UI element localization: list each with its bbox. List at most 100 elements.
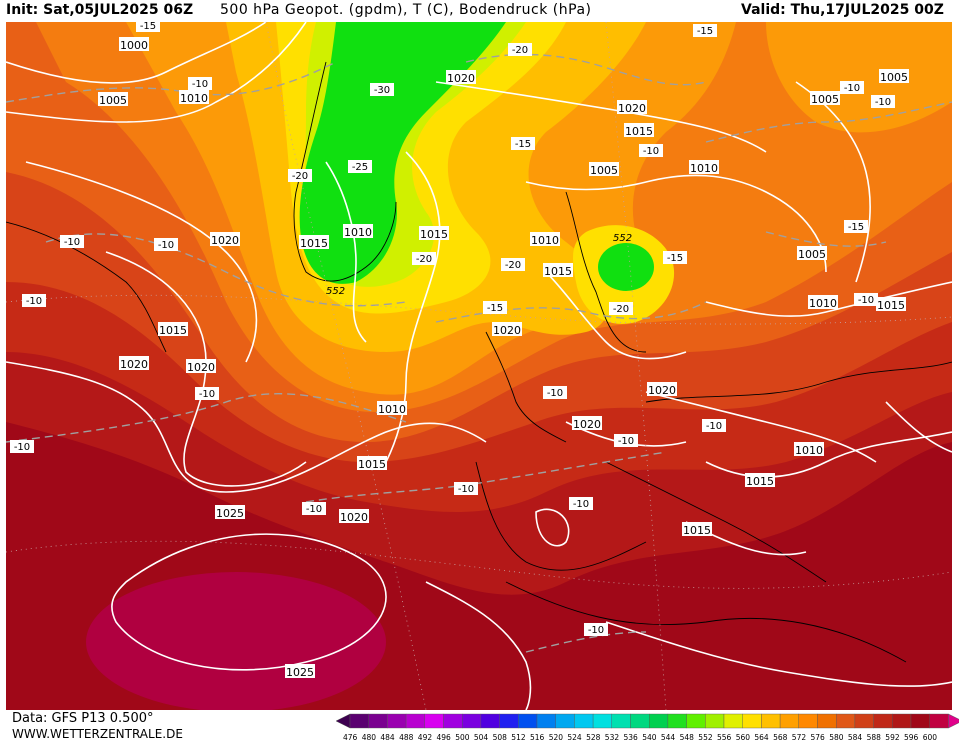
isobar-label-text: 1015 [544,265,572,278]
colorbar-tick-label: 556 [717,733,732,742]
isobar-label: 1015 [158,322,188,337]
colorbar-swatch [723,713,743,729]
isobar-label: 1005 [797,246,827,261]
data-source-label: Data: GFS P13 0.500° [12,711,154,726]
isobar-label-text: 1000 [120,39,148,52]
isobar-label: 1015 [745,473,775,488]
temperature-label-text: -10 [547,388,563,399]
colorbar-swatch [854,713,874,729]
isobar-label: 1020 [647,382,677,397]
colorbar-tick-label: 552 [698,733,713,742]
temperature-label-text: -10 [458,484,474,495]
isobar-label: 1020 [339,509,369,524]
colorbar-swatch [892,713,912,729]
temperature-label-text: -25 [352,162,368,173]
band-552 [299,22,506,284]
temperature-label-text: -20 [613,304,629,315]
temperature-label: -10 [188,77,212,90]
colorbar-arrow-left [335,713,351,729]
temperature-label: -20 [508,43,532,56]
colorbar-swatch [405,713,425,729]
band-596-atlantic [86,572,386,710]
colorbar-tick-label: 584 [847,733,863,742]
temperature-label: -15 [483,301,507,314]
isobar-label-text: 1010 [531,234,559,247]
colorbar-tick-label: 576 [810,733,825,742]
low-552-scandinavia [598,243,654,291]
isobar-label-text: 1020 [573,418,601,431]
isobar-label: 1015 [419,226,449,241]
colorbar-swatch [836,713,856,729]
temperature-label: -20 [288,169,312,182]
temperature-label-text: -10 [192,79,208,90]
colorbar-tick-label: 492 [417,733,433,742]
isobar-label-text: 1020 [648,384,676,397]
temperature-label-group: -15 -10 -30 -20 -15 -15 -10 -10 -10 -20 … [10,22,895,636]
isobar-label: 1010 [794,442,824,457]
isobar-label: 1015 [299,235,329,250]
colorbar-tick-label: 592 [885,733,900,742]
isobar-label-text: 1020 [211,234,239,247]
isobar-label: 1020 [492,322,522,337]
isobars [6,22,952,710]
isobar-label: 1010 [808,295,838,310]
colorbar-swatch [387,713,407,729]
temperature-label-text: -10 [26,296,42,307]
isobar-label-text: 1020 [447,72,475,85]
colorbar-swatch [555,713,575,729]
temperature-label: -30 [370,83,394,96]
colorbar-tick-label: 588 [866,733,881,742]
isobar-label: 1020 [572,416,602,431]
temperature-label-text: -10 [14,442,30,453]
temperature-label-text: -10 [618,436,634,447]
colorbar-swatch [779,713,800,729]
isobar-label-text: 1015 [300,237,328,250]
isobar-label: 1000 [119,37,149,52]
temperature-label: -10 [569,497,593,510]
temperature-label-text: -15 [848,222,864,233]
colorbar-tick-label: 596 [904,733,919,742]
temperature-label-text: -20 [292,171,308,182]
isobar-label: 1020 [617,100,647,115]
init-time-label: Init: Sat,05JUL2025 06Z [6,2,194,18]
temperature-label: -15 [136,22,160,32]
isobar-label-text: 1010 [690,162,718,175]
colorbar-tick-label: 544 [660,733,676,742]
colorbar-tick-label: 500 [455,733,470,742]
colorbar-tick-label: 516 [530,733,545,742]
isobar-label-text: 1025 [216,507,244,520]
colorbar-swatch [536,713,556,729]
header-bar: Init: Sat,05JUL2025 06Z 500 hPa Geopot. … [0,0,959,22]
colorbar-swatch [742,713,762,729]
colorbar-tick-label: 504 [473,733,489,742]
temperature-label: -15 [663,251,687,264]
temperature-label-text: -10 [844,83,860,94]
colorbar-swatch [649,713,669,729]
temperature-label: -10 [195,387,219,400]
isobar-label: 1010 [689,160,719,175]
temperature-label: -10 [854,293,878,306]
colorbar-tick-label: 512 [511,733,526,742]
isobar-label: 1020 [186,359,216,374]
isobar-label: 1025 [215,505,245,520]
temperature-label-text: -10 [858,295,874,306]
temperature-label: -15 [511,137,535,150]
isobar-label-text: 1015 [746,475,774,488]
isobar-label-text: 1010 [180,92,208,105]
temperature-label: -10 [302,502,326,515]
map-title: 500 hPa Geopot. (gpdm), T (C), Bodendruc… [220,2,592,18]
colorbar-tick-label: 600 [922,733,938,742]
temperature-label-text: -10 [199,389,215,400]
temperature-label: -10 [10,440,34,453]
isobar-label-text: 1005 [99,94,127,107]
temperature-label-text: -10 [643,146,659,157]
isobar-label: 1015 [357,456,387,471]
colorbar-tick-label: 480 [361,733,377,742]
temperature-label-text: -10 [875,97,891,108]
isobar-label-text: 1020 [340,511,368,524]
isobar-label-text: 1015 [683,524,711,537]
temperature-label: -20 [412,252,436,265]
colorbar-swatch [480,713,500,729]
isobar-label: 1005 [589,162,619,177]
colorbar-tick-label: 580 [829,733,844,742]
